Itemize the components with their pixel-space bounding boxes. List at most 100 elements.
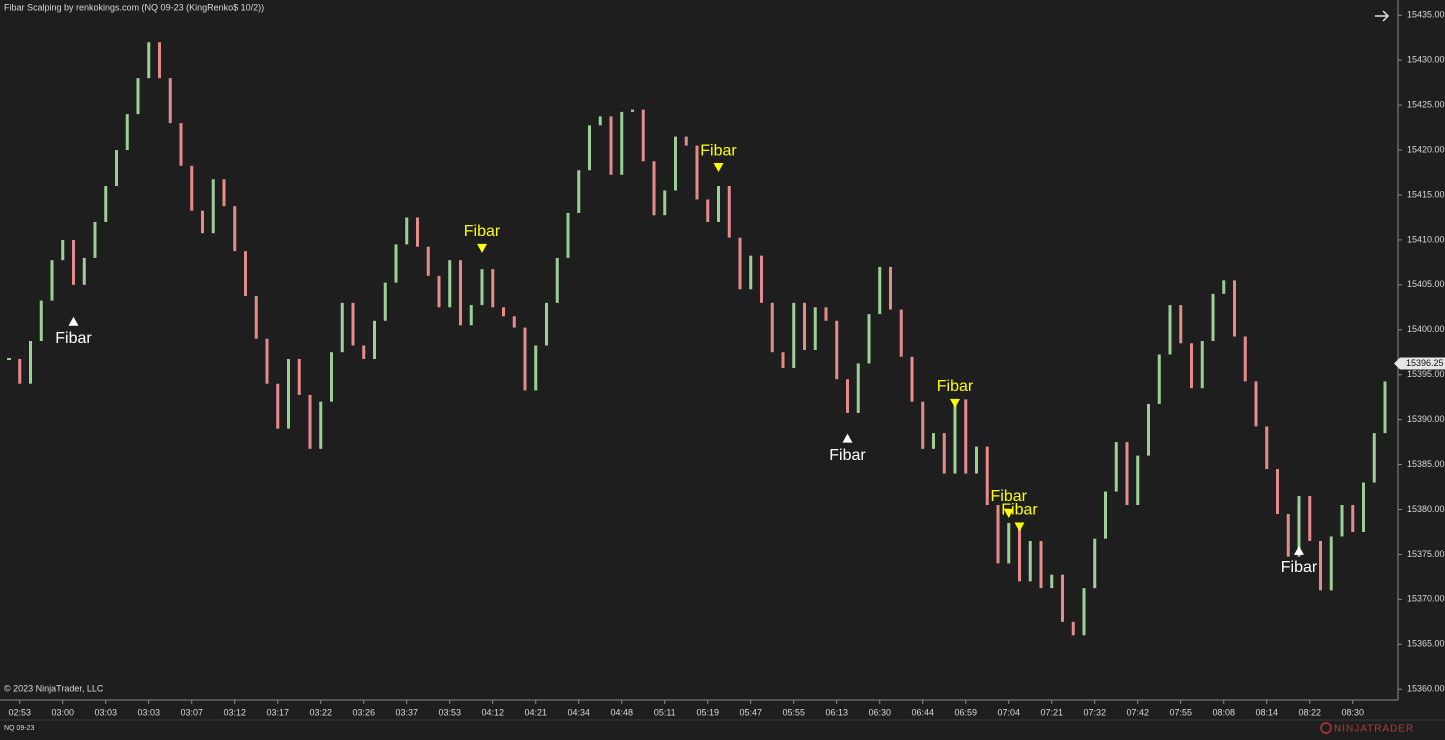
brick [1157,354,1161,404]
brick [1254,381,1258,427]
fibar-label: Fibar [937,378,974,395]
brick [1308,496,1312,541]
brick [953,399,957,474]
brick [1276,469,1279,514]
x-tick-label: 06:44 [911,707,934,717]
brick [652,161,656,216]
brick [824,307,828,321]
x-tick-label: 06:59 [954,707,977,717]
brick [846,379,849,413]
y-tick-label: 15430.00 [1407,55,1445,65]
brick [1319,540,1322,591]
fibar-label: Fibar [464,223,501,240]
brick [1351,505,1355,532]
y-tick-label: 15360.00 [1407,684,1445,694]
x-tick-label: 03:03 [137,707,160,717]
brick [1286,513,1290,557]
brick [287,358,290,429]
brick [910,356,914,402]
x-tick-label: 05:19 [696,707,719,717]
brick [201,210,204,234]
x-tick-label: 04:34 [567,707,590,717]
brick [663,190,667,216]
brick [340,302,344,353]
brick [18,358,22,384]
fibar-marker [950,398,960,408]
brick [330,352,333,402]
brick [1243,336,1247,382]
brick [727,186,731,238]
brick [426,246,430,276]
brick [244,251,247,297]
brick [211,179,215,234]
brick [1329,536,1333,591]
brick [297,358,301,395]
brick [480,269,484,306]
brick [695,145,699,200]
brick [459,260,462,326]
brick [61,239,65,261]
brick [555,257,559,303]
brick [1340,505,1344,537]
brick [383,282,387,321]
y-tick-label: 15370.00 [1407,594,1445,604]
y-tick-label: 15385.00 [1407,459,1445,469]
x-tick-label: 07:32 [1083,707,1106,717]
arrow-head[interactable] [1382,10,1390,22]
brand-logo: NINJATRADER [1320,722,1413,735]
fibar-label: Fibar [829,447,866,464]
brick [878,266,882,315]
x-tick-label: 06:13 [825,707,848,717]
brick [803,302,806,350]
y-tick-label: 15375.00 [1407,549,1445,559]
brick [1104,491,1107,539]
brick [932,433,935,449]
brick [1050,574,1054,589]
x-tick-label: 03:22 [309,707,332,717]
fibar-label: Fibar [1001,502,1038,519]
brick [362,345,366,359]
brick [39,300,43,342]
brick [620,111,624,175]
y-tick-label: 15395.00 [1407,369,1445,379]
fibar-marker [1014,522,1025,532]
brick [942,433,946,474]
y-tick-label: 15415.00 [1407,189,1445,199]
brick [975,446,978,474]
brick [158,42,161,79]
brick [1372,433,1376,483]
x-tick-label: 05:47 [739,707,762,717]
brick [1147,403,1150,456]
y-tick-label: 15410.00 [1407,234,1445,244]
brick [1222,280,1226,294]
scroll-arrow[interactable] [1375,10,1390,22]
brick [1007,522,1011,564]
brick [760,255,763,303]
brick [125,114,129,151]
brick [1071,621,1075,636]
brick [641,109,645,162]
brick [1125,442,1129,506]
x-tick-label: 03:00 [51,707,74,717]
brick [598,116,602,126]
instrument-label: NQ 09-23 [4,725,34,732]
brick [856,363,860,413]
brick [1383,381,1387,434]
brick [1179,305,1183,344]
last-price-box [1394,357,1445,370]
y-tick-label: 15400.00 [1407,324,1445,334]
brick [1039,540,1043,589]
x-tick-label: 03:37 [395,707,418,717]
brick [566,212,570,258]
brick [792,302,796,368]
brick [416,217,419,247]
brick [1297,496,1301,557]
brick [179,123,183,166]
brick [674,136,677,191]
brick [72,239,75,285]
brick [233,206,237,252]
fibar-marker [842,433,853,443]
brick [577,170,581,213]
brick [985,446,989,506]
